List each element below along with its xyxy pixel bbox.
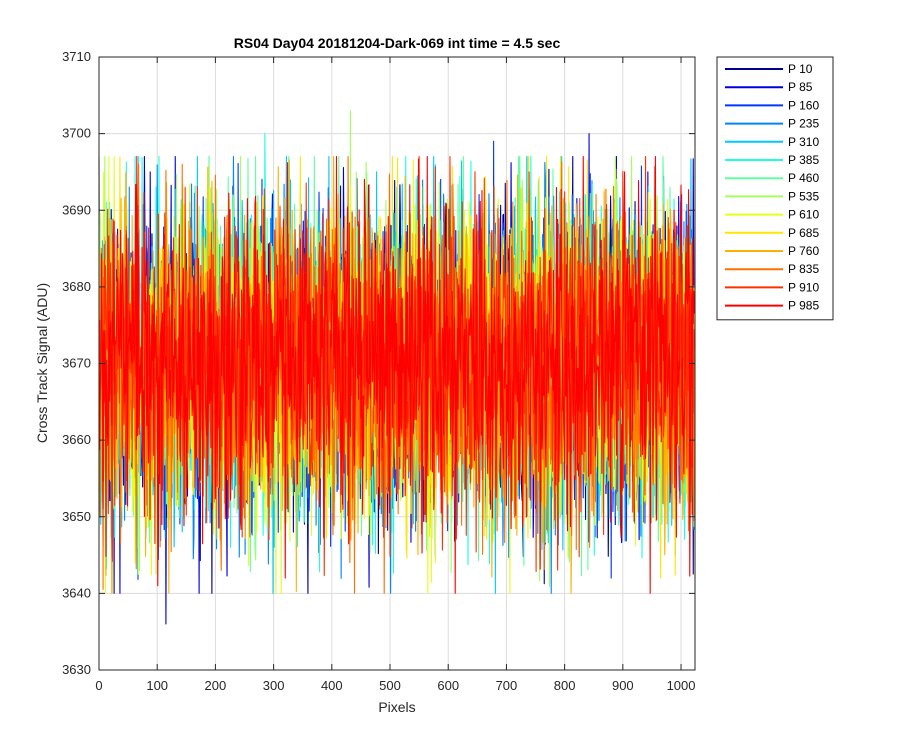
legend-label: P 85 [788, 80, 813, 94]
x-tick-label: 900 [612, 678, 634, 693]
ticks: 0 100 200 300 400 500 600 700 800 900 1000 3630 3640… [62, 49, 695, 693]
y-tick-label: 3710 [62, 49, 91, 64]
y-tick-label: 3670 [62, 356, 91, 371]
legend-label: P 760 [788, 244, 819, 258]
legend-label: P 610 [788, 208, 819, 222]
x-tick-label: 600 [437, 678, 459, 693]
legend-label: P 460 [788, 171, 819, 185]
legend-label: P 685 [788, 226, 819, 240]
legend-label: P 910 [788, 280, 819, 294]
x-tick-label: 800 [554, 678, 576, 693]
x-tick-label: 200 [205, 678, 227, 693]
x-tick-label: 1000 [667, 678, 696, 693]
legend-label: P 535 [788, 189, 819, 203]
x-tick-label: 700 [496, 678, 518, 693]
x-tick-label: 500 [379, 678, 401, 693]
series-group [98, 110, 695, 625]
legend-label: P 385 [788, 153, 819, 167]
y-tick-label: 3650 [62, 509, 91, 524]
x-tick-label: 300 [263, 678, 285, 693]
x-tick-label: 100 [146, 678, 168, 693]
x-axis-label: Pixels [378, 699, 415, 715]
legend-label: P 985 [788, 299, 819, 313]
legend: P 10 P 85 P 160 P 235 P 310 P 385 P 460 P 535 P … [716, 56, 834, 321]
x-tick-label: 400 [321, 678, 343, 693]
y-tick-label: 3700 [62, 126, 91, 141]
legend-label: P 310 [788, 135, 819, 149]
y-tick-label: 3640 [62, 585, 91, 600]
x-tick-label: 0 [95, 678, 102, 693]
legend-label: P 10 [788, 62, 813, 76]
y-tick-label: 3680 [62, 279, 91, 294]
legend-label: P 160 [788, 98, 819, 112]
legend-label: P 835 [788, 262, 819, 276]
legend-label: P 235 [788, 117, 819, 131]
legend-box [716, 56, 834, 321]
y-axis-label: Cross Track Signal (ADU) [34, 283, 50, 443]
y-tick-label: 3630 [62, 662, 91, 677]
y-tick-label: 3690 [62, 202, 91, 217]
series-line-p-985 [98, 156, 695, 594]
chart-title: RS04 Day04 20181204-Dark-069 int time = … [234, 35, 561, 51]
y-tick-label: 3660 [62, 432, 91, 447]
